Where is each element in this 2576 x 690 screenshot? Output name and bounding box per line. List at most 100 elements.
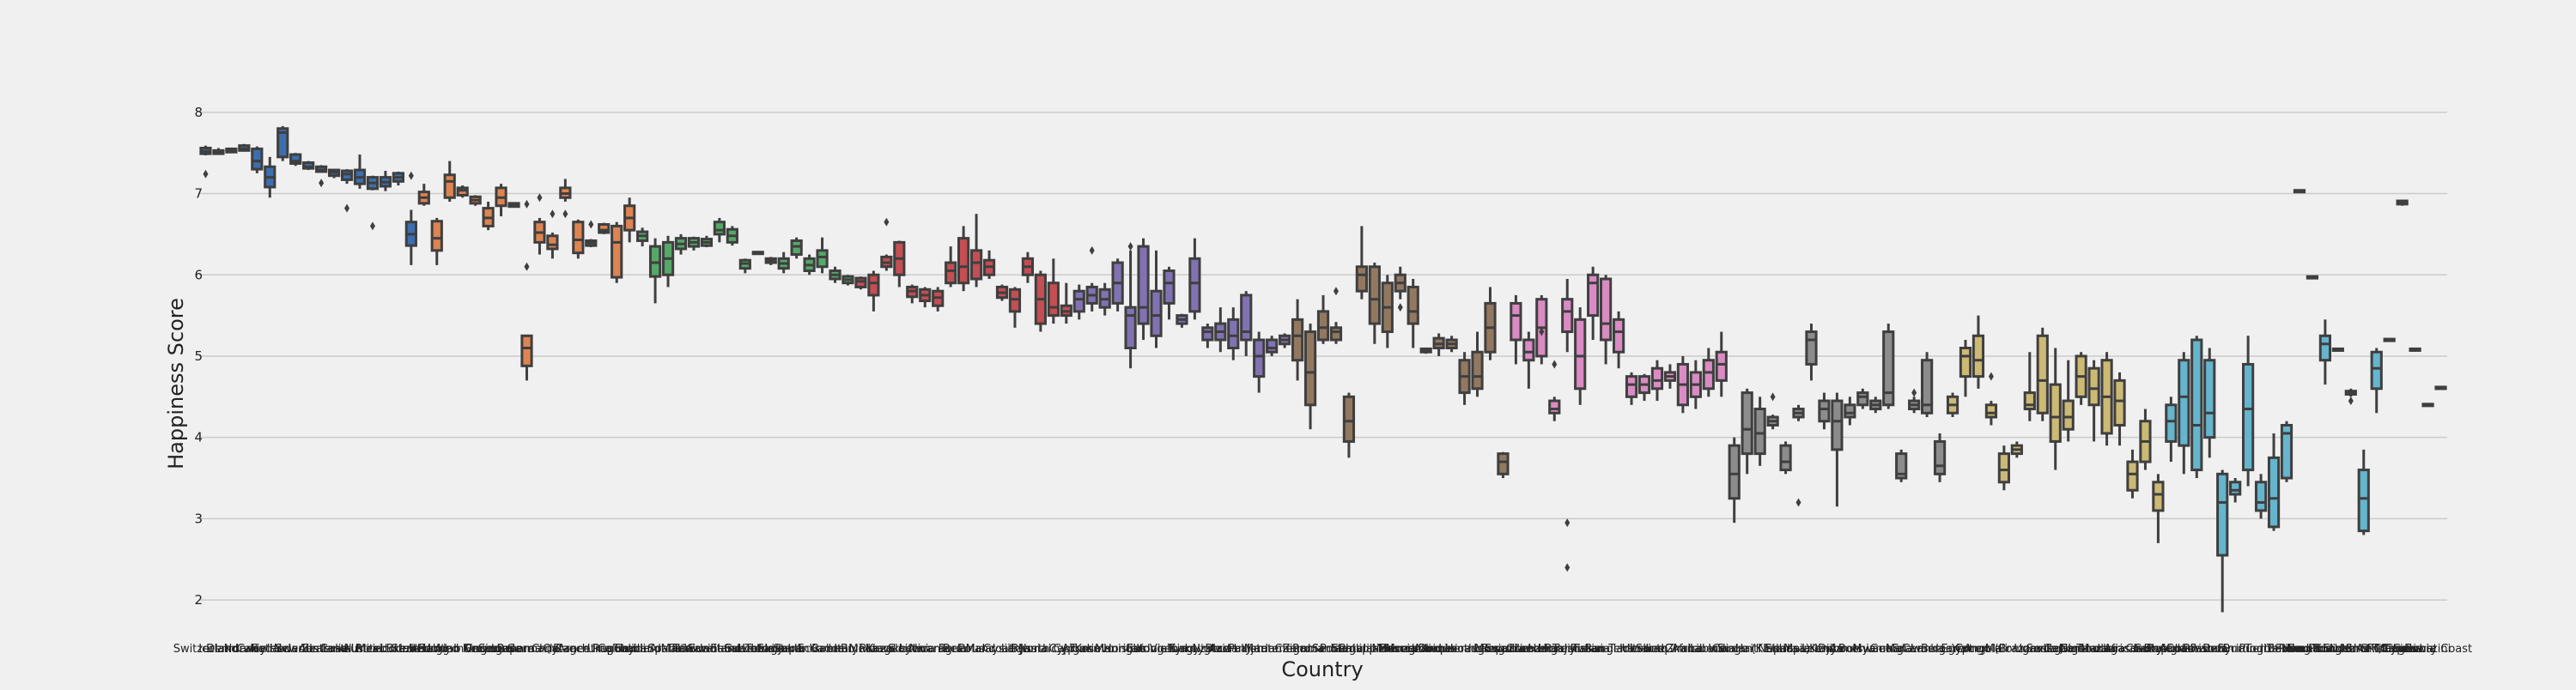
outlier-point <box>524 199 530 209</box>
x-tick-label: Israel <box>321 643 352 656</box>
x-tick-label: Iceland <box>198 643 239 656</box>
box-136 <box>1946 392 1959 418</box>
x-tick-label: Ukraine <box>1622 643 1665 656</box>
box-43 <box>751 251 764 256</box>
box-iqr <box>2023 391 2036 411</box>
box-65 <box>1034 270 1047 332</box>
box-171 <box>2396 199 2409 206</box>
box-58 <box>945 246 957 288</box>
box-125 <box>1805 324 1818 381</box>
x-tick-label: India <box>1708 643 1735 656</box>
x-tick-label: Suriname <box>689 643 742 656</box>
x-tick-label: Indonesia <box>1133 643 1187 656</box>
x-tick-label: Venezuela <box>465 643 522 656</box>
box-100 <box>1484 287 1497 360</box>
box-84 <box>1279 333 1291 348</box>
box-16 <box>404 171 417 265</box>
box-iqr <box>1625 375 1638 398</box>
box-71 <box>1111 258 1124 312</box>
x-tick-label: Sudan <box>1717 643 1753 656</box>
outlier-point <box>524 262 530 271</box>
box-70 <box>1098 282 1111 316</box>
box-167 <box>2344 388 2357 406</box>
box-97 <box>1445 336 1458 353</box>
x-tick-label: Moldova <box>849 643 896 656</box>
box-27 <box>546 209 559 259</box>
box-48 <box>816 237 829 274</box>
x-tick-label: El Salvador <box>710 643 774 656</box>
box-60 <box>969 214 983 288</box>
box-iqr <box>1548 399 1561 415</box>
x-tick-label: United Kingdom <box>422 643 512 656</box>
box-28 <box>559 179 572 219</box>
box-98 <box>1458 352 1471 405</box>
x-tick-label: Congo (Brazzaville) <box>1955 643 2063 656</box>
x-tick-label: Kuwait <box>683 643 720 656</box>
box-124 <box>1792 404 1805 507</box>
x-tick-label: United States <box>351 643 427 656</box>
outlier-point <box>562 209 568 219</box>
x-tick-label: Zimbabwe <box>1667 643 1725 656</box>
box-iqr <box>1895 452 1908 480</box>
box-iqr <box>2036 334 2049 415</box>
x-tick-label: Azerbaijan <box>1209 643 1268 656</box>
box-iqr <box>2357 469 2370 533</box>
box-iqr <box>1959 347 1972 378</box>
box-173 <box>2421 402 2434 408</box>
box-39 <box>700 235 714 248</box>
box-25 <box>520 199 533 381</box>
x-tick-label: New Zealand <box>274 643 347 656</box>
x-tick-label: Chile <box>532 643 560 656</box>
outlier-point <box>550 209 556 219</box>
x-tick-label: Brazil <box>386 643 417 656</box>
box-iqr <box>2062 399 2075 431</box>
box-46 <box>790 237 803 259</box>
box-iqr <box>1971 334 1985 378</box>
box-131 <box>1882 324 1895 409</box>
x-tick-label: Puerto Rico <box>2239 643 2302 656</box>
x-tick-label: North Cyprus <box>1018 643 1092 656</box>
box-iqr <box>2267 456 2281 529</box>
x-tick-label: Taiwan <box>670 643 708 656</box>
box-166 <box>2331 347 2344 352</box>
box-92 <box>1381 275 1394 348</box>
box-iqr <box>1471 350 1484 390</box>
box-iqr <box>1163 269 1176 305</box>
box-iqr <box>2152 481 2165 512</box>
x-tick-label: South Sudan <box>2287 643 2359 656</box>
x-tick-label: Jamaica <box>1019 643 1064 656</box>
box-iqr <box>2049 383 2062 443</box>
box-37 <box>674 233 688 255</box>
box-161 <box>2267 433 2281 531</box>
box-iqr <box>1753 408 1766 456</box>
box-iqr <box>1188 257 1201 313</box>
x-tick-label: Peru <box>939 643 963 656</box>
x-tick-label: Malta <box>661 643 692 656</box>
x-tick-label: Bolivia <box>841 643 878 656</box>
x-tick-label: Niger <box>2060 643 2091 656</box>
x-tick-label: Eswatini <box>2404 643 2451 656</box>
x-tick-label: Togo <box>2244 643 2270 656</box>
outlier-point <box>1795 498 1801 507</box>
box-83 <box>1266 336 1279 356</box>
x-tick-label: Gambia <box>2379 643 2423 656</box>
box-116 <box>1689 360 1702 409</box>
x-tick-label: Austria <box>343 643 382 656</box>
box-iqr <box>1124 306 1137 349</box>
box-iqr <box>1612 318 1625 354</box>
box-119 <box>1728 437 1741 524</box>
box-104 <box>1535 294 1548 365</box>
box-iqr <box>1741 391 1753 456</box>
box-55 <box>906 284 919 304</box>
box-iqr <box>289 153 302 165</box>
box-iqr <box>1715 350 1728 382</box>
box-iqr <box>1406 285 1419 325</box>
box-iqr <box>1355 265 1368 293</box>
box-iqr <box>1201 326 1214 342</box>
box-iqr <box>1574 318 1587 390</box>
x-tick-label: Malaysia <box>965 643 1014 656</box>
x-tick-label: Turkmenistan <box>1069 643 1145 656</box>
outlier-point <box>1333 287 1339 296</box>
box-68 <box>1072 284 1085 320</box>
box-iqr <box>1522 338 1535 362</box>
